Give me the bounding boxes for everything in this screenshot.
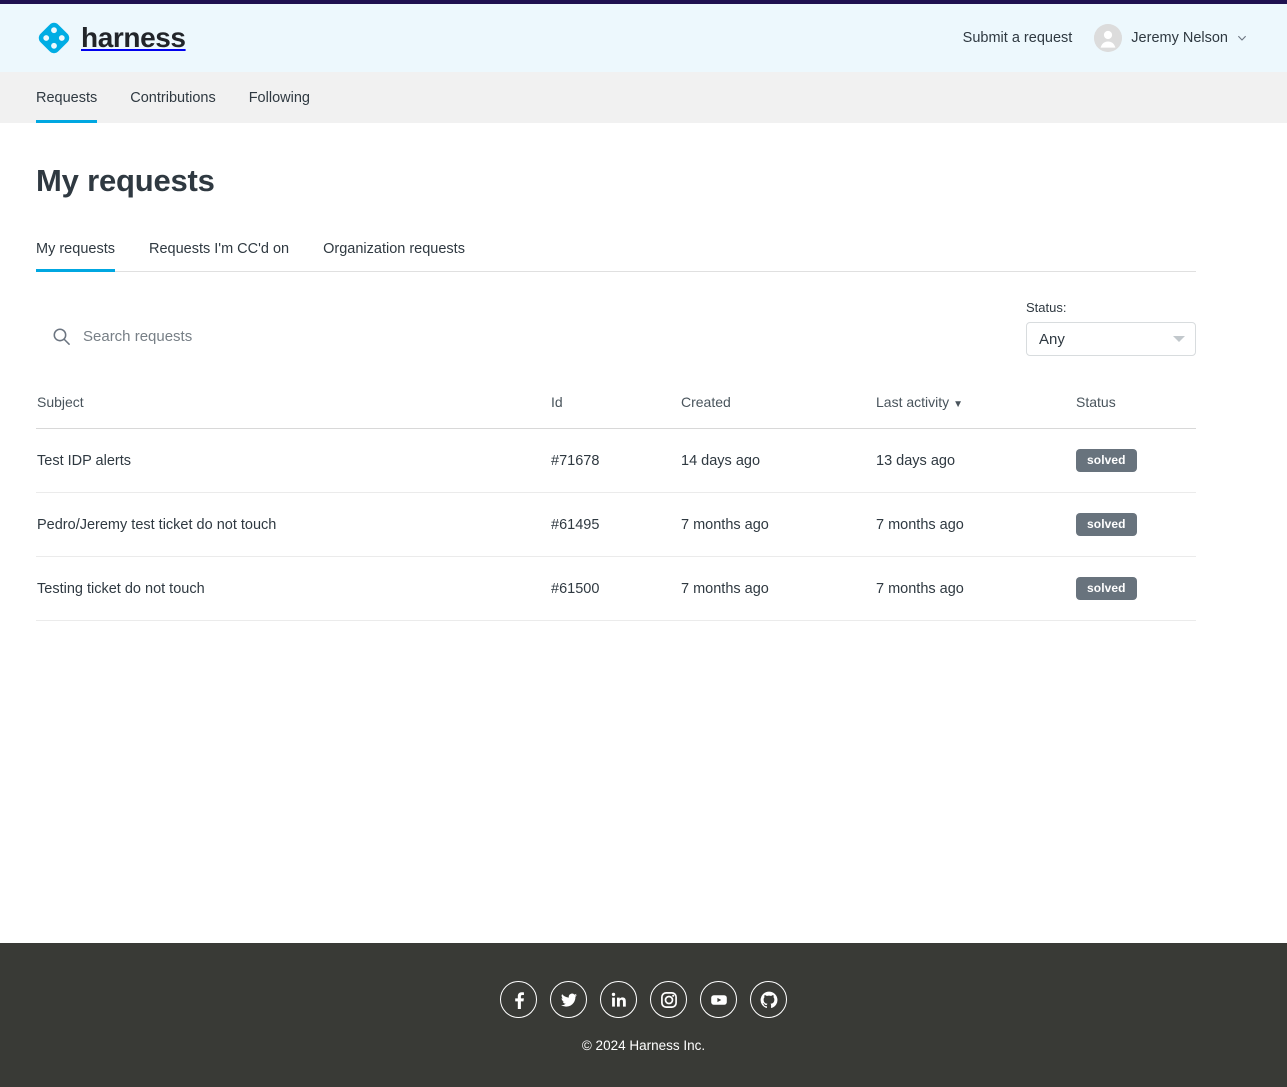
- table-row: Pedro/Jeremy test ticket do not touch #6…: [36, 492, 1196, 557]
- social-link-linkedin[interactable]: [600, 981, 637, 1018]
- cell-last-activity: 7 months ago: [876, 556, 1076, 621]
- instagram-icon: [660, 991, 677, 1008]
- filters-row: Status: Any: [36, 300, 1196, 356]
- harness-logo[interactable]: harness: [36, 20, 186, 56]
- tab-organization-requests[interactable]: Organization requests: [323, 241, 465, 257]
- nav-item-requests[interactable]: Requests: [36, 72, 98, 123]
- social-links: [0, 981, 1287, 1018]
- request-subject-link[interactable]: Test IDP alerts: [37, 452, 132, 469]
- content-container: My requests My requests Requests I'm CC'…: [36, 123, 1196, 621]
- page-title: My requests: [36, 163, 215, 198]
- requests-table: Subject Id Created Last activity ▼ Status: [36, 394, 1196, 621]
- requests-table-head: Subject Id Created Last activity ▼ Status: [36, 394, 1196, 429]
- chevron-down-icon: [1238, 35, 1246, 41]
- request-tabs: My requests Requests I'm CC'd on Organiz…: [36, 241, 1196, 272]
- requests-table-body: Test IDP alerts #71678 14 days ago 13 da…: [36, 428, 1196, 621]
- column-header-status[interactable]: Status: [1076, 394, 1196, 429]
- column-header-created-label: Created: [681, 394, 731, 410]
- request-subject-link[interactable]: Testing ticket do not touch: [37, 580, 205, 597]
- status-badge: solved: [1076, 513, 1137, 536]
- cell-id: #71678: [551, 428, 681, 493]
- twitter-icon: [560, 993, 577, 1007]
- column-header-status-label: Status: [1076, 394, 1116, 410]
- cell-status: solved: [1076, 428, 1196, 493]
- cell-subject: Testing ticket do not touch: [36, 556, 551, 621]
- status-filter: Status: Any: [1026, 300, 1196, 356]
- status-badge: solved: [1076, 449, 1137, 472]
- site-footer: © 2024 Harness Inc.: [0, 943, 1287, 1087]
- tab-requests-ccd-on[interactable]: Requests I'm CC'd on: [148, 241, 290, 257]
- cell-subject: Pedro/Jeremy test ticket do not touch: [36, 492, 551, 557]
- cell-created: 7 months ago: [681, 556, 876, 621]
- social-link-youtube[interactable]: [700, 981, 737, 1018]
- cell-id: #61495: [551, 492, 681, 557]
- user-name-label: Jeremy Nelson: [1131, 30, 1228, 46]
- column-header-id[interactable]: Id: [551, 394, 681, 429]
- social-link-twitter[interactable]: [550, 981, 587, 1018]
- search-input[interactable]: [83, 328, 403, 345]
- submit-a-request-link[interactable]: Submit a request: [962, 30, 1073, 46]
- youtube-icon: [710, 994, 727, 1005]
- table-row: Testing ticket do not touch #61500 7 mon…: [36, 556, 1196, 621]
- logo-wordmark: harness: [81, 22, 186, 53]
- status-select-wrap: Any: [1026, 322, 1196, 356]
- column-header-last-activity[interactable]: Last activity ▼: [876, 394, 1076, 429]
- sort-descending-icon: ▼: [953, 399, 964, 410]
- github-icon: [760, 991, 777, 1008]
- primary-nav: Requests Contributions Following: [0, 72, 1287, 123]
- column-header-id-label: Id: [551, 394, 563, 410]
- social-link-github[interactable]: [750, 981, 787, 1018]
- cell-created: 7 months ago: [681, 492, 876, 557]
- user-menu-button[interactable]: Jeremy Nelson: [1094, 24, 1247, 52]
- cell-status: solved: [1076, 556, 1196, 621]
- request-subject-link[interactable]: Pedro/Jeremy test ticket do not touch: [37, 516, 277, 533]
- social-link-facebook[interactable]: [500, 981, 537, 1018]
- cell-last-activity: 7 months ago: [876, 492, 1076, 557]
- search-box[interactable]: [36, 317, 1026, 356]
- nav-item-following[interactable]: Following: [248, 89, 310, 106]
- copyright-text: © 2024 Harness Inc.: [581, 1038, 706, 1053]
- status-select[interactable]: Any: [1026, 322, 1196, 356]
- cell-subject: Test IDP alerts: [36, 428, 551, 493]
- column-header-subject-label: Subject: [37, 394, 84, 410]
- column-header-subject[interactable]: Subject: [36, 394, 551, 429]
- harness-diamond-icon: [38, 22, 70, 54]
- header-actions: Submit a request Jeremy Nelson: [963, 24, 1247, 52]
- cell-id: #61500: [551, 556, 681, 621]
- linkedin-icon: [611, 992, 626, 1007]
- table-row: Test IDP alerts #71678 14 days ago 13 da…: [36, 428, 1196, 493]
- nav-item-contributions[interactable]: Contributions: [130, 89, 216, 106]
- column-header-last-activity-label: Last activity: [876, 394, 950, 410]
- status-filter-label: Status:: [1026, 300, 1067, 315]
- social-link-instagram[interactable]: [650, 981, 687, 1018]
- search-icon: [53, 328, 70, 345]
- top-accent-bar: [0, 0, 1287, 4]
- column-header-created[interactable]: Created: [681, 394, 876, 429]
- facebook-icon: [514, 991, 524, 1009]
- cell-last-activity: 13 days ago: [876, 428, 1076, 493]
- user-avatar-icon: [1094, 24, 1123, 52]
- tab-my-requests[interactable]: My requests: [36, 241, 115, 272]
- status-select-value: Any: [1039, 330, 1065, 348]
- main-content: My requests My requests Requests I'm CC'…: [0, 123, 1287, 943]
- cell-status: solved: [1076, 492, 1196, 557]
- table-header-row: Subject Id Created Last activity ▼ Status: [36, 394, 1196, 429]
- cell-created: 14 days ago: [681, 428, 876, 493]
- status-badge: solved: [1076, 577, 1137, 600]
- site-header: harness Submit a request Jeremy Nelson: [0, 4, 1287, 72]
